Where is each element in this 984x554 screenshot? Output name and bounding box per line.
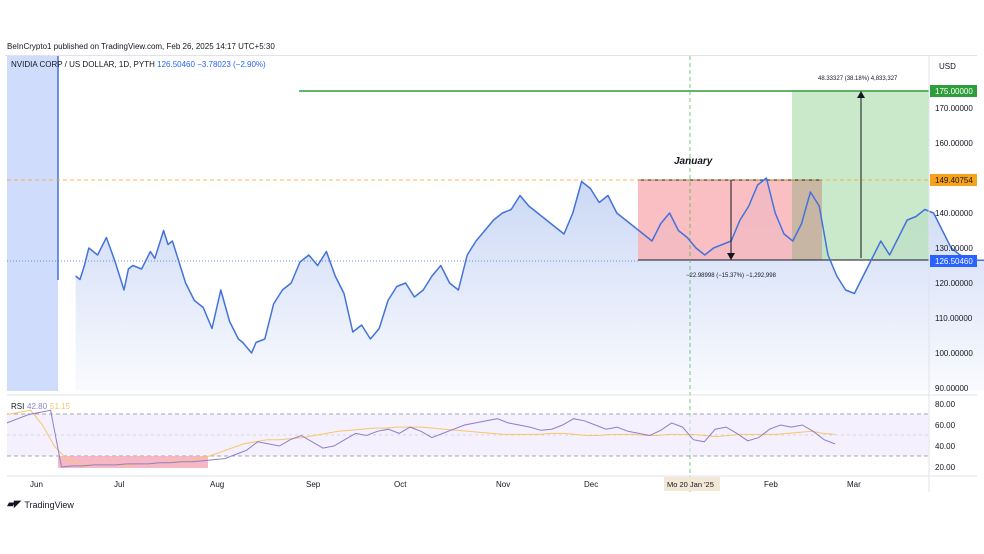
zone-overlap	[792, 180, 822, 260]
time-tick-label: Jul	[114, 480, 124, 489]
rsi-tick-label: 20.00	[935, 463, 956, 472]
high-price-badge-text: 149.40754	[935, 176, 973, 185]
chart-frame	[5, 55, 977, 494]
current-price-badge[interactable]	[930, 255, 977, 267]
rsi-tick-label: 80.00	[935, 400, 956, 409]
time-tick-label: Dec	[584, 480, 598, 489]
price-tick-label: 140.00000	[935, 209, 973, 218]
target-price-badge-text: 175.00000	[935, 87, 973, 96]
target-price-badge[interactable]	[930, 85, 977, 97]
currency-label[interactable]: USD	[939, 62, 956, 71]
time-cursor-badge	[664, 477, 720, 491]
time-tick-label: Mar	[847, 480, 861, 489]
time-tick-label: Sep	[306, 480, 321, 489]
up-arrow-head	[857, 91, 865, 98]
current-price-badge-text: 126.50460	[935, 257, 973, 266]
rsi-line	[6, 409, 836, 468]
time-tick-label: Jun	[30, 480, 43, 489]
legend-change: −3.78023 (−2.90%)	[197, 60, 266, 69]
rsi-tick-label: 60.00	[935, 421, 956, 430]
rsi-legend-ma: 51.15	[50, 402, 71, 411]
price-tick-label: 120.00000	[935, 279, 973, 288]
time-cursor-badge-text: Mo 20 Jan '25	[667, 480, 714, 489]
measure-down-label: −22.98998 (−15.37%) −1,292,998	[686, 273, 777, 279]
tradingview-brand: TradingView	[24, 499, 74, 510]
time-tick-label: Nov	[496, 480, 510, 489]
price-tick-label: 110.00000	[935, 314, 973, 323]
high-price-badge[interactable]	[930, 174, 977, 186]
left-highlight-strip	[7, 56, 58, 391]
january-label: January	[674, 156, 713, 167]
time-tick-label: Aug	[210, 480, 224, 489]
tradingview-mark-icon: ▰◤	[7, 499, 21, 510]
rsi-legend-value: 42.80	[27, 402, 48, 411]
price-tick-label: 160.00000	[935, 139, 973, 148]
red-correction-zone	[638, 180, 822, 260]
legend-last-price: 126.50460	[157, 60, 195, 69]
price-tick-label: 130.00000	[935, 244, 973, 253]
measure-up-label: 48.33327 (38.18%) 4,833,327	[818, 76, 898, 82]
down-arrow-head	[727, 253, 735, 260]
tradingview-logo[interactable]: ▰◤ TradingView	[7, 499, 74, 510]
price-tick-label: 100.00000	[935, 349, 973, 358]
time-tick-label: Feb	[764, 480, 778, 489]
rsi-tick-label: 40.00	[935, 442, 956, 451]
rsi-legend-name: RSI	[11, 402, 24, 411]
chart-legend: NVIDIA CORP / US DOLLAR, 1D, PYTH 126.50…	[11, 60, 266, 69]
publisher-line: BeInCrypto1 published on TradingView.com…	[7, 42, 275, 51]
price-tick-label: 170.00000	[935, 104, 973, 113]
price-series-line[interactable]	[75, 177, 984, 354]
price-tick-label: 90.00000	[935, 384, 969, 393]
legend-symbol: NVIDIA CORP / US DOLLAR, 1D, PYTH	[11, 60, 155, 69]
time-tick-label: Oct	[394, 480, 407, 489]
